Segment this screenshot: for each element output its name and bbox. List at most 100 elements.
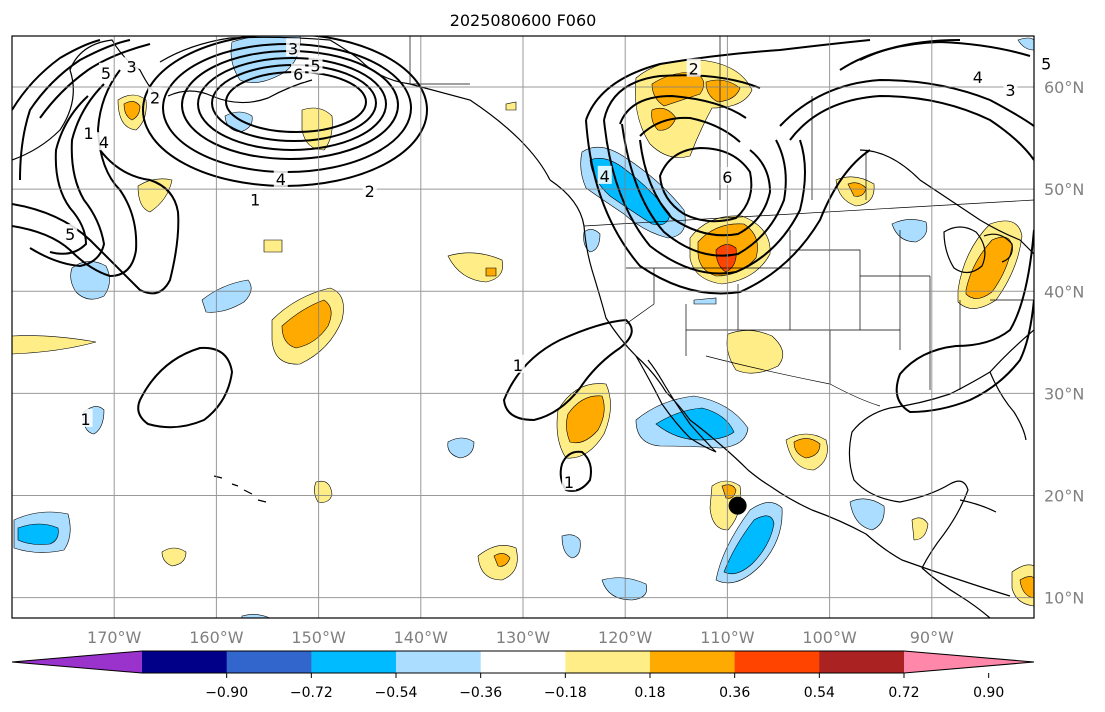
contour-label: 1 <box>80 410 90 429</box>
contour-label-background <box>362 181 377 200</box>
contour <box>658 146 753 223</box>
colorbar-tick-label: 0.18 <box>634 685 665 701</box>
negative-region <box>891 219 928 243</box>
positive-region <box>715 244 737 273</box>
contour-label-background <box>686 58 701 77</box>
positive-region <box>651 71 705 107</box>
colorbar-segment <box>480 651 566 673</box>
contour <box>603 74 761 121</box>
latitude-labels: 60°N 50°N 40°N 30°N 20°N 10°N <box>1044 78 1084 608</box>
contour-label: 1 <box>513 356 523 375</box>
contour <box>619 94 747 125</box>
contour-label-background <box>561 472 576 491</box>
positive-region <box>726 330 784 374</box>
negative-region <box>601 577 647 601</box>
colorbar-segment <box>650 651 736 673</box>
contour-label-background <box>970 66 985 85</box>
longitude-tick-label: 120°W <box>598 628 653 647</box>
latitude-tick-label: 60°N <box>1044 78 1084 97</box>
map-content <box>12 36 1034 618</box>
positive-region <box>485 267 497 277</box>
contour-label-background <box>78 408 93 427</box>
colorbar-tick-label: 0.36 <box>719 685 750 701</box>
contour <box>12 39 101 111</box>
colorbar-tick-label: −0.54 <box>375 685 418 701</box>
contour-label-background <box>286 38 301 57</box>
colorbar-segment <box>734 651 820 673</box>
positive-region <box>911 517 929 541</box>
contour <box>859 39 961 61</box>
positive-region <box>705 79 741 103</box>
negative-region <box>561 534 581 559</box>
positive-region <box>123 101 141 121</box>
negative-region <box>1017 37 1034 51</box>
contour-label: 4 <box>276 170 286 189</box>
contour-label: 1 <box>84 124 94 143</box>
coastlines <box>12 36 1034 618</box>
latitude-tick-label: 20°N <box>1044 486 1084 505</box>
longitude-tick-label: 100°W <box>802 628 857 647</box>
colorbar-segment <box>142 651 228 673</box>
contour-label-background <box>81 123 96 141</box>
positive-region <box>263 239 283 253</box>
longitude-tick-label: 170°W <box>87 628 142 647</box>
contour-label-background <box>1039 53 1054 72</box>
latitude-tick-label: 50°N <box>1044 180 1084 199</box>
contour-label: 5 <box>65 225 75 244</box>
contour-label-background <box>273 168 288 187</box>
colorbar-tick-label: 0.72 <box>888 685 919 701</box>
contour-label-background <box>63 224 78 243</box>
longitude-tick-label: 160°W <box>189 628 244 647</box>
longitude-labels: 170°W 160°W 150°W 140°W 130°W 120°W 110°W 100°W… <box>87 628 954 647</box>
contour-label: 5 <box>1041 55 1051 74</box>
latitude-tick-label: 30°N <box>1044 384 1084 403</box>
colorbar-segment <box>396 651 482 673</box>
negative-region <box>17 523 59 545</box>
longitude-tick-label: 90°W <box>910 628 954 647</box>
contour-label: 3 <box>1005 81 1015 100</box>
negative-region <box>241 614 271 618</box>
contour-label: 5 <box>310 57 320 76</box>
contour-label-background <box>96 132 111 151</box>
contour <box>895 229 1034 414</box>
colorbar-segment <box>311 651 397 673</box>
colorbar: −0.90 −0.72 −0.54 −0.36 −0.18 0.18 0.36 0.54 0.7… <box>11 650 1035 701</box>
contour-label-background <box>597 165 612 184</box>
colorbar-tick-label: 0.54 <box>804 685 835 701</box>
contour <box>12 149 180 295</box>
colorbar-tick-label: 0.90 <box>973 685 1004 701</box>
map-frame <box>11 35 1035 619</box>
contour <box>779 78 1034 127</box>
contour-label-background <box>720 166 735 185</box>
contour <box>639 139 772 237</box>
contour <box>39 43 151 119</box>
colorbar-tick-label: −0.18 <box>544 685 587 701</box>
latitude-tick-label: 40°N <box>1044 282 1084 301</box>
location-marker <box>728 496 747 515</box>
positive-region <box>566 395 605 444</box>
colorbar-extend-low <box>12 651 142 673</box>
positive-region <box>1019 576 1034 599</box>
contour <box>19 39 131 181</box>
contour <box>603 119 806 275</box>
longitude-tick-label: 140°W <box>394 628 449 647</box>
longitude-tick-label: 150°W <box>291 628 346 647</box>
negative-region <box>849 498 885 531</box>
contour-label: 4 <box>99 133 109 152</box>
negative-region <box>693 297 717 305</box>
contour <box>197 57 387 151</box>
colorbar-tick-label: −0.36 <box>459 685 502 701</box>
contour <box>12 69 138 278</box>
latitude-tick-label: 10°N <box>1044 589 1084 608</box>
contour-label: 4 <box>973 68 983 87</box>
contour-label: 1 <box>564 473 574 492</box>
contour-label: 5 <box>101 64 111 83</box>
colorbar-tick-label: −0.72 <box>290 685 333 701</box>
longitude-tick-label: 130°W <box>496 628 551 647</box>
contour-label-background <box>1003 80 1018 99</box>
positive-region <box>161 547 187 567</box>
contour-label-background <box>248 189 263 208</box>
contour-label: 2 <box>689 60 699 79</box>
contour-label: 3 <box>288 39 298 58</box>
